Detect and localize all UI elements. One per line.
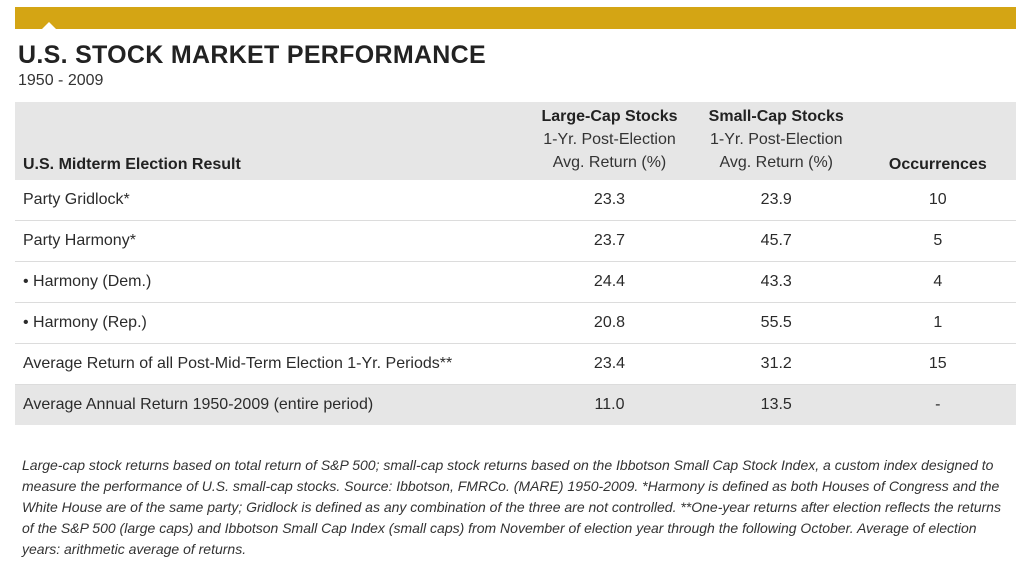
page-title: U.S. STOCK MARKET PERFORMANCE (18, 41, 486, 69)
header-small-cap-line1: 1-Yr. Post-Election (710, 131, 843, 148)
header-small-cap-line2: Avg. Return (%) (719, 154, 834, 171)
large-cap-value: 23.3 (526, 180, 693, 221)
header-large-cap-line2: Avg. Return (%) (552, 154, 667, 171)
row-label: Party Gridlock* (15, 180, 527, 221)
large-cap-value: 23.4 (526, 343, 693, 385)
table-header-row: U.S. Midterm Election Result Large-Cap S… (15, 102, 1016, 180)
occurrences-value: 5 (859, 220, 1016, 262)
table-row: • Harmony (Dem.) 24.4 43.3 4 (15, 261, 1016, 303)
table-row: • Harmony (Rep.) 20.8 55.5 1 (15, 302, 1016, 344)
header-large-cap: Large-Cap Stocks 1-Yr. Post-Election Avg… (526, 102, 693, 180)
occurrences-value: - (859, 384, 1016, 425)
occurrences-value: 1 (859, 302, 1016, 344)
large-cap-value: 20.8 (526, 302, 693, 344)
occurrences-value: 4 (859, 261, 1016, 303)
small-cap-value: 13.5 (692, 384, 860, 425)
row-label: • Harmony (Rep.) (15, 302, 527, 344)
row-label: • Harmony (Dem.) (15, 261, 527, 303)
large-cap-value: 23.7 (526, 220, 693, 262)
header-small-cap: Small-Cap Stocks 1-Yr. Post-Election Avg… (692, 102, 860, 180)
small-cap-value: 55.5 (692, 302, 860, 344)
table-row: Average Return of all Post-Mid-Term Elec… (15, 343, 1016, 385)
row-label: Average Annual Return 1950-2009 (entire … (15, 384, 527, 425)
performance-table: U.S. Midterm Election Result Large-Cap S… (15, 102, 1016, 425)
small-cap-value: 43.3 (692, 261, 860, 303)
header-small-cap-name: Small-Cap Stocks (708, 108, 844, 125)
table-row: Party Harmony* 23.7 45.7 5 (15, 220, 1016, 262)
header-occurrences: Occurrences (859, 102, 1016, 180)
small-cap-value: 45.7 (692, 220, 860, 262)
table-row-summary: Average Annual Return 1950-2009 (entire … (15, 384, 1016, 425)
occurrences-value: 15 (859, 343, 1016, 385)
accent-bar-notch (42, 22, 56, 29)
page-subtitle: 1950 - 2009 (18, 72, 104, 89)
row-label: Average Return of all Post-Mid-Term Elec… (15, 343, 527, 385)
header-large-cap-line1: 1-Yr. Post-Election (543, 131, 676, 148)
footnote: Large-cap stock returns based on total r… (22, 457, 1001, 557)
header-label-column: U.S. Midterm Election Result (15, 102, 527, 180)
small-cap-value: 31.2 (692, 343, 860, 385)
occurrences-value: 10 (859, 180, 1016, 221)
large-cap-value: 24.4 (526, 261, 693, 303)
large-cap-value: 11.0 (526, 384, 693, 425)
header-large-cap-name: Large-Cap Stocks (541, 108, 678, 125)
accent-bar (15, 7, 1016, 29)
small-cap-value: 23.9 (692, 180, 860, 221)
row-label: Party Harmony* (15, 220, 527, 262)
table-row: Party Gridlock* 23.3 23.9 10 (15, 180, 1016, 221)
